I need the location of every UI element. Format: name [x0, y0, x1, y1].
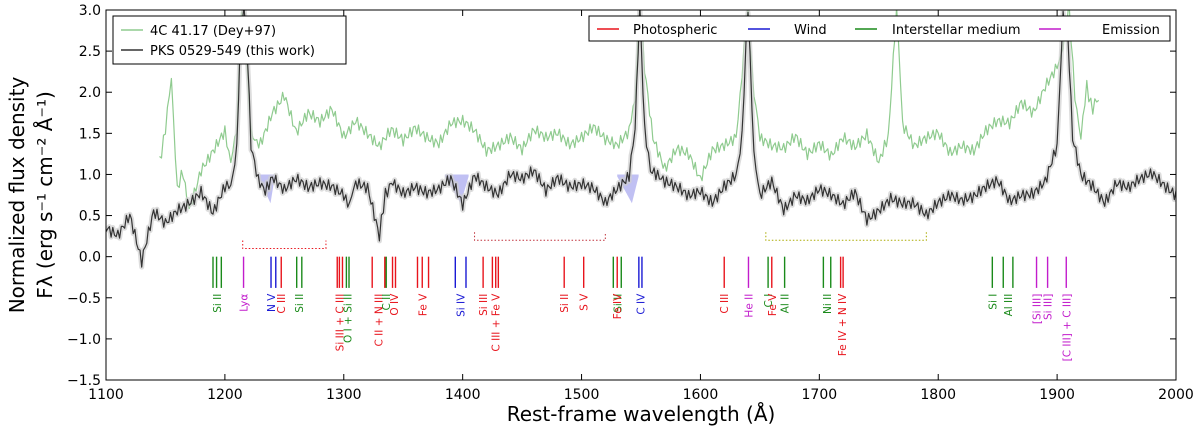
legend-left: 4C 41.17 (Dey+97) PKS 0529-549 (this wor… — [112, 15, 347, 65]
line-label-8: C II + N III — [373, 294, 385, 347]
line-label-7: O I + Si II — [343, 294, 355, 343]
plot-frame — [105, 9, 1177, 381]
line-label-22: C I — [763, 294, 775, 308]
series-line-0 — [106, 10, 1176, 268]
y-tick-label-3: 0.0 — [79, 250, 101, 266]
legend-left-box — [112, 15, 347, 65]
line-label-29: [Si III] — [1032, 294, 1044, 324]
y-tick-label-5: 1.0 — [79, 167, 101, 183]
line-label-0: Si II — [212, 294, 224, 313]
line-label-27: Si I — [987, 294, 999, 310]
line-label-4: C III — [276, 294, 288, 314]
line-label-30: Si III] — [1043, 294, 1055, 320]
dotted-bracket-0 — [242, 240, 327, 249]
line-label-25: Ni II — [822, 294, 834, 314]
line-label-24: Al II — [780, 294, 792, 314]
line-label-18: Fe IV — [612, 293, 624, 319]
line-label-21: He II — [743, 294, 755, 318]
x-tick-label-8: 1900 — [1039, 387, 1075, 403]
line-label-1: Lyα — [239, 294, 251, 312]
y-tick-label-6: 1.5 — [79, 126, 101, 142]
x-tick-label-3: 1400 — [445, 387, 481, 403]
x-tick-label-2: 1300 — [326, 387, 362, 403]
axis-ticks: 1100 1200 1300 1400 1500 1600 1700 1800 1900 2000… — [67, 3, 1194, 403]
x-tick-label-1: 1200 — [207, 387, 243, 403]
legend-right-label-1: Wind — [794, 23, 827, 38]
line-label-19: C IV — [635, 293, 647, 315]
y-axis-title-line1: Normalized flux density — [5, 77, 29, 314]
line-label-11: Fe V — [418, 293, 430, 316]
legend-right-label-0: Photospheric — [633, 23, 717, 38]
legend-left-label-0: 4C 41.17 (Dey+97) — [150, 24, 276, 39]
legend-left-label-1: PKS 0529-549 (this work) — [150, 44, 315, 59]
x-tick-label-7: 1800 — [920, 387, 956, 403]
line-label-26: Fe IV + N IV — [837, 293, 849, 356]
y-tick-label-0: −1.5 — [67, 373, 101, 389]
line-label-15: Si II — [559, 294, 571, 313]
line-label-12: Si IV — [456, 293, 468, 317]
y-tick-label-8: 2.5 — [79, 44, 101, 60]
line-label-23: Fe V — [767, 293, 779, 316]
line-label-9: C II — [381, 294, 393, 311]
series-lines — [106, 10, 1176, 270]
legend-right-label-3: Emission — [1102, 23, 1160, 38]
y-axis-title-line2: Fλ (erg s⁻¹ cm⁻² Å⁻¹) — [33, 91, 57, 299]
line-label-16: S V — [579, 293, 591, 311]
x-tick-label-9: 2000 — [1158, 387, 1194, 403]
dotted-bracket-2 — [765, 232, 927, 241]
y-tick-label-7: 2.0 — [79, 85, 101, 101]
legend-right-box — [588, 15, 1171, 42]
line-label-2: N V — [266, 293, 278, 312]
x-tick-label-5: 1600 — [683, 387, 719, 403]
line-label-20: C III — [719, 294, 731, 314]
x-axis-title: Rest-frame wavelength (Å) — [507, 402, 776, 426]
line-label-6: Si III + C III — [335, 294, 347, 352]
x-tick-label-4: 1500 — [564, 387, 600, 403]
line-label-13: Si III — [478, 294, 490, 316]
line-label-17: Si II — [612, 294, 624, 313]
x-tick-label-6: 1700 — [802, 387, 838, 403]
line-label-14: C III + Fe V — [490, 293, 502, 352]
series-line-1 — [159, 10, 1100, 210]
legend-right-label-2: Interstellar medium — [892, 23, 1020, 38]
legend-right: Photospheric Wind Interstellar medium Em… — [588, 15, 1171, 42]
y-tick-label-1: −1.0 — [67, 332, 101, 348]
line-label-31: [C III] + C III] — [1061, 294, 1073, 362]
y-tick-label-9: 3.0 — [79, 3, 101, 19]
y-tick-label-2: −0.5 — [67, 291, 101, 307]
line-label-10: O IV — [389, 293, 401, 316]
line-label-28: Al III — [1003, 294, 1015, 317]
dotted-brackets — [242, 232, 927, 249]
x-tick-label-0: 1100 — [88, 387, 124, 403]
line-label-5: Si II — [294, 294, 306, 313]
y-tick-label-4: 0.5 — [79, 209, 101, 225]
dotted-bracket-1 — [474, 232, 606, 241]
